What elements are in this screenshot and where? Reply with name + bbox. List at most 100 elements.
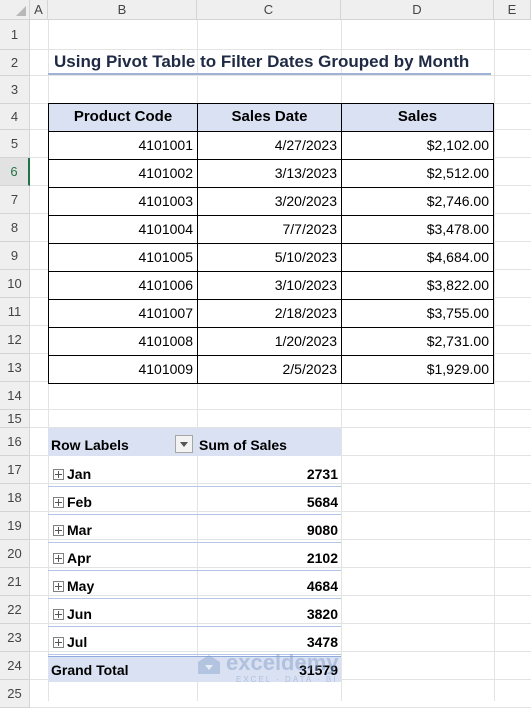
table-cell[interactable]: $3,755.00 <box>341 299 494 328</box>
pivot-row-label[interactable]: Feb <box>53 488 92 516</box>
gridline <box>30 539 531 540</box>
row-header-17[interactable]: 17 <box>0 456 30 484</box>
pivot-row-label[interactable]: May <box>53 572 94 600</box>
column-header-d[interactable]: D <box>341 0 494 20</box>
row-header-18[interactable]: 18 <box>0 484 30 512</box>
table-cell[interactable]: 4101009 <box>48 355 198 384</box>
row-header-4[interactable]: 4 <box>0 104 30 130</box>
table-cell[interactable]: 4101008 <box>48 327 198 356</box>
pivot-row-value[interactable]: 4684 <box>306 578 338 594</box>
table-cell[interactable]: $3,822.00 <box>341 271 494 300</box>
column-header-c[interactable]: C <box>197 0 341 20</box>
pivot-row-label-text: Apr <box>67 550 92 566</box>
table-cell[interactable]: 4/27/2023 <box>197 131 342 160</box>
table-cell[interactable]: 4101005 <box>48 243 198 272</box>
row-header-22[interactable]: 22 <box>0 596 30 624</box>
table-cell[interactable]: 4101007 <box>48 299 198 328</box>
table-header-sales[interactable]: Sales <box>341 103 494 132</box>
row-header-11[interactable]: 11 <box>0 298 30 326</box>
row-header-2[interactable]: 2 <box>0 50 30 76</box>
pivot-row-label[interactable]: Mar <box>53 516 92 544</box>
expand-plus-icon[interactable] <box>53 609 64 620</box>
pivot-row-value[interactable]: 9080 <box>306 522 338 538</box>
expand-plus-icon[interactable] <box>53 469 64 480</box>
row-header-12[interactable]: 12 <box>0 326 30 354</box>
row-header-13[interactable]: 13 <box>0 354 30 382</box>
gridline <box>494 20 495 701</box>
row-header-24[interactable]: 24 <box>0 652 30 680</box>
gridline <box>30 511 531 512</box>
pivot-row-value[interactable]: 2731 <box>306 466 338 482</box>
table-cell[interactable]: $1,929.00 <box>341 355 494 384</box>
pivot-row <box>48 628 341 655</box>
pivot-row-label[interactable]: Jun <box>53 600 92 628</box>
pivot-row-label[interactable]: Apr <box>53 544 91 572</box>
pivot-sum-of-sales[interactable]: Sum of Sales <box>199 437 287 453</box>
pivot-row-value[interactable]: 5684 <box>306 494 338 510</box>
table-cell[interactable]: 4101004 <box>48 215 198 244</box>
column-header-b[interactable]: B <box>48 0 197 20</box>
expand-plus-icon[interactable] <box>53 637 64 648</box>
row-header-1[interactable]: 1 <box>0 20 30 50</box>
row-header-10[interactable]: 10 <box>0 270 30 298</box>
column-header-a[interactable]: A <box>30 0 48 20</box>
table-cell[interactable]: $2,731.00 <box>341 327 494 356</box>
sheet-title[interactable]: Using Pivot Table to Filter Dates Groupe… <box>54 52 470 71</box>
row-header-9[interactable]: 9 <box>0 242 30 270</box>
table-header-sales-date[interactable]: Sales Date <box>197 103 342 132</box>
row-header-3[interactable]: 3 <box>0 76 30 104</box>
select-all-corner[interactable] <box>0 0 30 20</box>
gridline <box>30 623 531 624</box>
row-header-14[interactable]: 14 <box>0 382 30 410</box>
expand-plus-icon[interactable] <box>53 581 64 592</box>
pivot-row <box>48 516 341 543</box>
table-cell[interactable]: 7/7/2023 <box>197 215 342 244</box>
pivot-row-value[interactable]: 3820 <box>306 606 338 622</box>
table-cell[interactable]: $2,746.00 <box>341 187 494 216</box>
table-cell[interactable]: $2,102.00 <box>341 131 494 160</box>
table-cell[interactable]: 4101003 <box>48 187 198 216</box>
pivot-row-label[interactable]: Jul <box>53 628 87 656</box>
table-cell[interactable]: 2/18/2023 <box>197 299 342 328</box>
table-cell[interactable]: 4101002 <box>48 159 198 188</box>
expand-plus-icon[interactable] <box>53 497 64 508</box>
gridline <box>30 483 531 484</box>
row-header-25[interactable]: 25 <box>0 680 30 708</box>
grand-total-label[interactable]: Grand Total <box>51 662 129 678</box>
table-cell[interactable]: 2/5/2023 <box>197 355 342 384</box>
table-cell[interactable]: 4101006 <box>48 271 198 300</box>
pivot-row-label-text: Jul <box>67 634 88 650</box>
pivot-row-labels[interactable]: Row Labels <box>51 437 129 453</box>
table-cell[interactable]: $4,684.00 <box>341 243 494 272</box>
pivot-row-label[interactable]: Jan <box>53 460 91 488</box>
pivot-row-label-text: Jan <box>67 466 92 482</box>
expand-plus-icon[interactable] <box>53 525 64 536</box>
row-header-5[interactable]: 5 <box>0 130 30 158</box>
pivot-header-row <box>48 428 341 456</box>
table-cell[interactable]: $3,478.00 <box>341 215 494 244</box>
table-cell[interactable]: 4101001 <box>48 131 198 160</box>
row-header-20[interactable]: 20 <box>0 540 30 568</box>
pivot-row-value[interactable]: 3478 <box>306 634 338 650</box>
row-header-21[interactable]: 21 <box>0 568 30 596</box>
row-header-8[interactable]: 8 <box>0 214 30 242</box>
table-cell[interactable]: 3/10/2023 <box>197 271 342 300</box>
gridline <box>30 651 531 652</box>
row-header-16[interactable]: 16 <box>0 428 30 456</box>
table-cell[interactable]: $2,512.00 <box>341 159 494 188</box>
pivot-row-value[interactable]: 2102 <box>306 550 338 566</box>
row-header-23[interactable]: 23 <box>0 624 30 652</box>
row-header-19[interactable]: 19 <box>0 512 30 540</box>
table-cell[interactable]: 3/20/2023 <box>197 187 342 216</box>
table-header-product-code[interactable]: Product Code <box>48 103 198 132</box>
table-cell[interactable]: 3/13/2023 <box>197 159 342 188</box>
grand-total-value[interactable]: 31579 <box>299 662 338 678</box>
column-header-e[interactable]: E <box>494 0 531 20</box>
row-header-15[interactable]: 15 <box>0 410 30 428</box>
row-header-6[interactable]: 6 <box>0 158 30 186</box>
table-cell[interactable]: 5/10/2023 <box>197 243 342 272</box>
table-cell[interactable]: 1/20/2023 <box>197 327 342 356</box>
expand-plus-icon[interactable] <box>53 553 64 564</box>
filter-dropdown-icon[interactable] <box>175 435 193 453</box>
row-header-7[interactable]: 7 <box>0 186 30 214</box>
